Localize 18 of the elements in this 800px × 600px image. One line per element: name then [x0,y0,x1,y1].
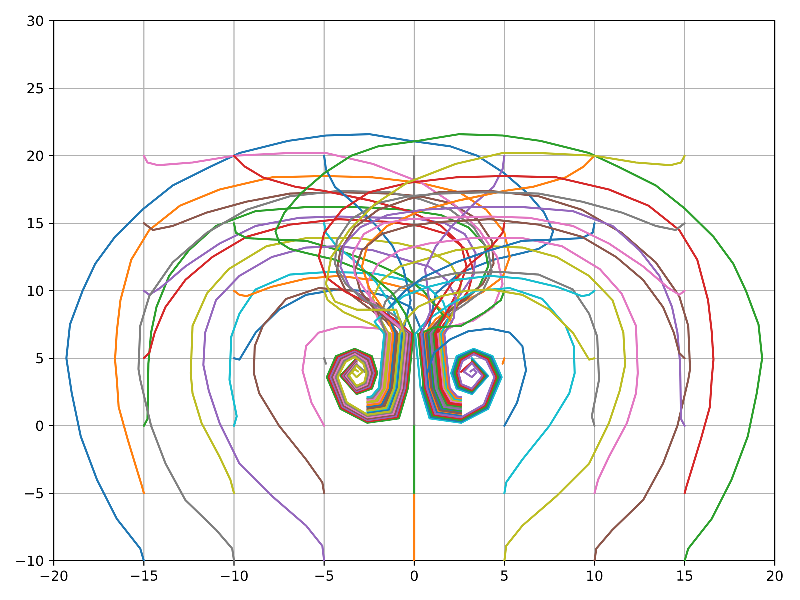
x-tick-label: −5 [316,570,334,582]
x-tick-label: −15 [131,570,158,582]
y-tick-label: 20 [28,150,44,162]
y-tick-label: 15 [28,218,44,229]
y-tick-label: 0 [36,420,44,432]
y-tick-label: −5 [25,488,44,499]
y-tick-label: −10 [16,556,44,566]
y-tick-label: 5 [36,353,44,364]
x-tick-label: 5 [501,570,508,582]
y-tick-label: 30 [28,16,44,26]
y-tick-label: 25 [28,83,44,94]
x-tick-label: −20 [40,570,68,582]
x-tick-label: 0 [411,570,418,582]
x-tick-label: 20 [767,570,783,582]
x-tick-label: 15 [678,570,692,582]
x-tick-label: 10 [587,570,603,582]
y-tick-label: 10 [28,286,44,296]
x-tick-label: −10 [221,570,248,582]
